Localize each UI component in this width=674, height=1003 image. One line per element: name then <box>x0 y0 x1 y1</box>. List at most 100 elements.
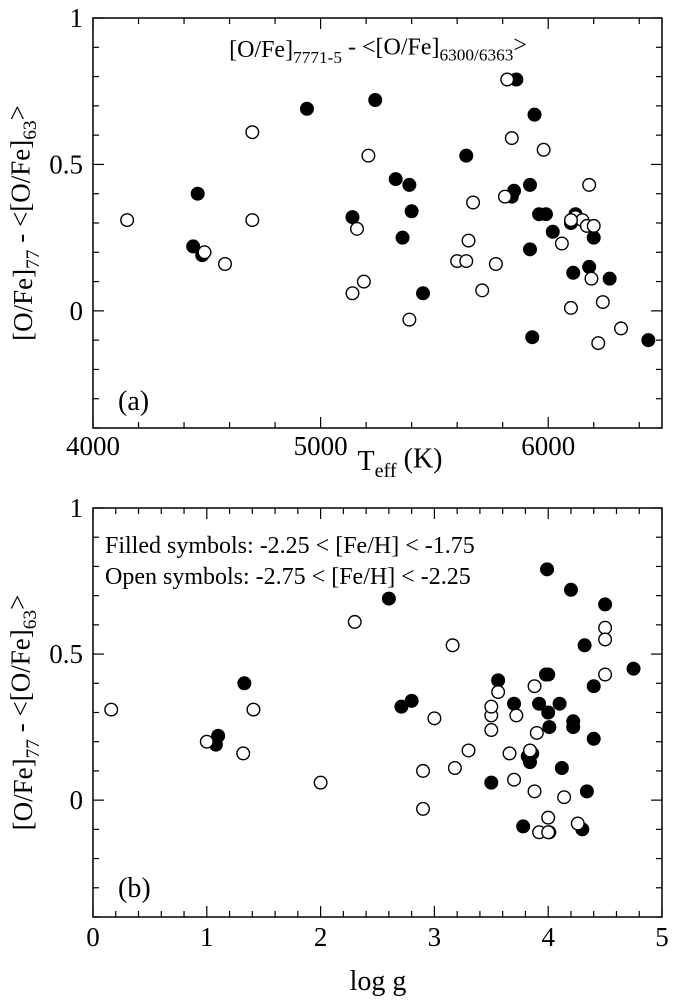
filled-data-point <box>404 204 419 219</box>
filled-data-point <box>527 107 542 122</box>
filled-data-point <box>395 230 410 245</box>
filled-data-point <box>542 720 557 735</box>
panel-label: (a) <box>118 386 149 417</box>
filled-data-point <box>541 705 556 720</box>
filled-data-point <box>582 259 597 274</box>
x-tick-label: 2 <box>314 922 328 952</box>
open-data-point <box>245 213 260 228</box>
y-tick-label: 0.5 <box>49 639 83 669</box>
open-data-point <box>598 667 613 682</box>
x-tick-label: 6000 <box>521 431 575 461</box>
open-data-point <box>416 801 431 816</box>
y-axis-label-part: 77 <box>23 249 44 269</box>
open-data-point <box>402 312 417 327</box>
open-data-point <box>570 816 585 831</box>
filled-data-point <box>237 676 252 691</box>
open-data-point <box>527 679 542 694</box>
filled-data-point <box>626 661 641 676</box>
legend-note: Open symbols: -2.75 < [Fe/H] < -2.25 <box>105 564 471 590</box>
y-axis-label-part: - <[O/Fe] <box>5 629 35 739</box>
filled-data-point <box>522 177 537 192</box>
filled-data-point <box>577 638 592 653</box>
filled-data-point <box>299 101 314 116</box>
open-data-point <box>459 254 474 269</box>
open-data-point <box>563 213 578 228</box>
x-tick-label: 1 <box>200 922 214 952</box>
open-data-point <box>356 274 371 289</box>
filled-data-point <box>381 591 396 606</box>
open-data-point <box>500 72 515 87</box>
filled-data-point <box>345 210 360 225</box>
open-data-point <box>488 257 503 272</box>
open-data-point <box>582 177 597 192</box>
open-data-point <box>416 763 431 778</box>
filled-data-point <box>459 148 474 163</box>
y-axis-label-part: [O/Fe] <box>8 269 38 341</box>
open-data-point <box>461 743 476 758</box>
open-data-point <box>557 790 572 805</box>
y-axis-label-part: [O/Fe] <box>8 758 38 830</box>
open-data-point <box>120 213 135 228</box>
y-axis-label-part: > <box>3 595 33 610</box>
x-tick-label: 5000 <box>294 431 348 461</box>
filled-data-point <box>394 699 409 714</box>
filled-data-point <box>566 714 581 729</box>
filled-data-point <box>522 242 537 257</box>
open-data-point <box>541 810 556 825</box>
open-data-point <box>427 711 442 726</box>
x-axis-label-part: T <box>358 446 375 477</box>
filled-data-point <box>491 673 506 688</box>
filled-data-point <box>586 679 601 694</box>
x-tick-label: 0 <box>86 922 100 952</box>
y-tick-label: 0 <box>70 785 84 815</box>
open-data-point <box>595 295 610 310</box>
formula-annotation-part: 7771-5 <box>293 48 342 67</box>
x-tick-label: 4000 <box>66 431 120 461</box>
x-tick-label: 5 <box>655 922 669 952</box>
open-data-point <box>536 142 551 157</box>
filled-data-point <box>538 207 553 222</box>
legend-note: Filled symbols: -2.25 < [Fe/H] < -1.75 <box>105 533 475 559</box>
open-data-point <box>527 784 542 799</box>
open-data-point <box>218 257 233 272</box>
open-data-point <box>504 131 519 146</box>
filled-data-point <box>507 696 522 711</box>
filled-data-point <box>586 731 601 746</box>
filled-data-point <box>554 761 569 776</box>
filled-data-point <box>190 186 205 201</box>
open-data-point <box>497 189 512 204</box>
open-data-point <box>475 283 490 298</box>
panel-label: (b) <box>118 873 151 904</box>
filled-data-point <box>416 286 431 301</box>
open-data-point <box>347 614 362 629</box>
open-data-point <box>554 236 569 251</box>
open-data-point <box>484 699 499 714</box>
filled-data-point <box>186 239 201 254</box>
y-tick-label: 0.5 <box>49 149 83 179</box>
y-axis-label-part: > <box>3 105 33 120</box>
filled-data-point <box>516 819 531 834</box>
filled-data-point <box>641 333 656 348</box>
open-data-point <box>350 221 365 236</box>
panel-b: 0 1 2 3 4 5 0 0.5 1 log g [O/Fe]77 - <[O/Fe]63> (b)… <box>3 493 669 997</box>
open-data-point <box>197 245 212 260</box>
filled-data-point <box>541 667 556 682</box>
filled-data-point <box>586 230 601 245</box>
open-data-point <box>598 632 613 647</box>
filled-data-point <box>368 92 383 107</box>
open-data-point <box>563 300 578 315</box>
x-axis-label-part: (K) <box>397 443 443 474</box>
filled-data-point <box>540 562 555 577</box>
open-data-point <box>447 761 462 776</box>
x-axis-label-part: log g <box>350 966 407 997</box>
open-data-point <box>591 336 606 351</box>
filled-data-point <box>388 172 403 187</box>
filled-data-point <box>552 696 567 711</box>
open-data-point <box>509 708 524 723</box>
open-data-point <box>361 148 376 163</box>
formula-annotation-part: 6300/6363 <box>440 46 514 65</box>
formula-annotation-part: - <[O/Fe] <box>342 35 440 61</box>
filled-data-point <box>545 224 560 239</box>
formula-annotation-part: > <box>513 32 527 58</box>
